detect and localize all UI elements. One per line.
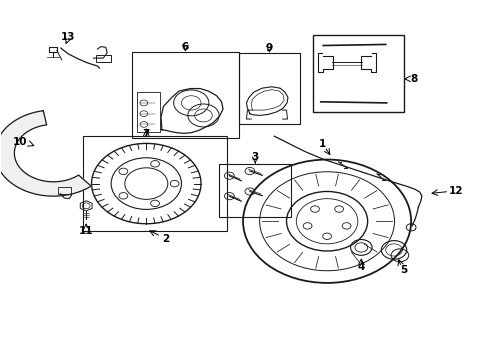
Text: 13: 13 xyxy=(60,32,75,41)
Text: 6: 6 xyxy=(182,42,189,51)
Bar xyxy=(314,35,404,112)
Text: 1: 1 xyxy=(318,139,326,149)
Bar xyxy=(96,55,111,62)
Polygon shape xyxy=(0,111,91,196)
Bar xyxy=(219,163,292,217)
Text: 5: 5 xyxy=(400,265,407,275)
Bar xyxy=(239,53,300,125)
Text: 2: 2 xyxy=(162,234,170,244)
Bar xyxy=(132,51,239,138)
Text: 11: 11 xyxy=(79,226,94,236)
Text: 8: 8 xyxy=(410,74,417,84)
Bar xyxy=(58,187,71,194)
Text: 9: 9 xyxy=(266,43,273,53)
Text: 7: 7 xyxy=(143,130,150,139)
Text: 12: 12 xyxy=(449,186,464,197)
Bar xyxy=(83,136,227,231)
Text: 4: 4 xyxy=(358,262,365,272)
Text: 3: 3 xyxy=(252,152,259,162)
Bar xyxy=(137,92,160,132)
Text: 10: 10 xyxy=(13,138,27,147)
